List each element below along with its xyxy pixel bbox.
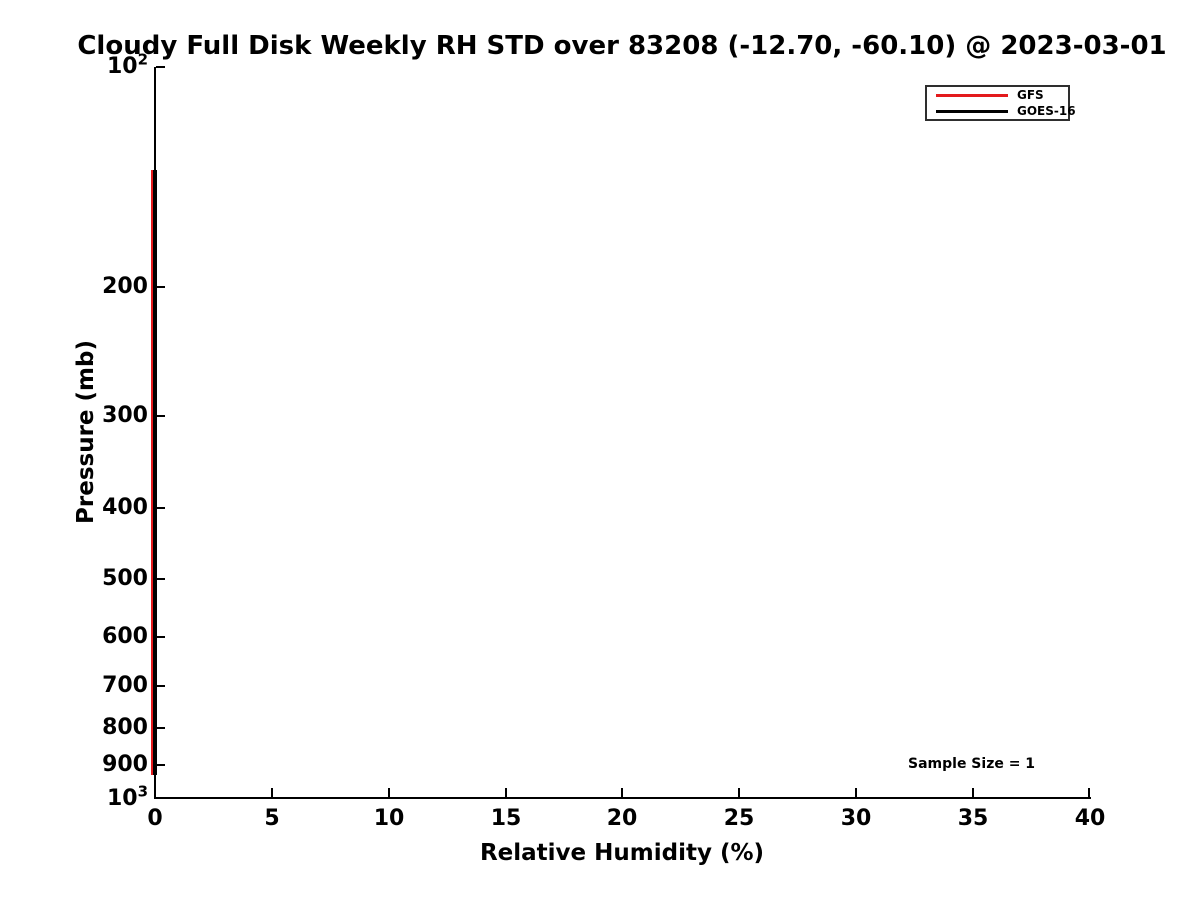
gfs-legend-line	[936, 93, 1008, 97]
x-tick-label-20: 20	[606, 806, 638, 831]
goes16-line	[153, 170, 157, 775]
x-tick-label-40: 40	[1074, 806, 1106, 831]
y-tick-mark	[156, 636, 165, 638]
y-tick-label-100: 102	[0, 50, 148, 80]
goes16-legend-line	[936, 109, 1008, 113]
y-tick-label-200: 200	[102, 274, 148, 299]
y-tick-100-base: 10	[106, 54, 138, 79]
y-tick-100-exponent: 2	[137, 50, 148, 69]
x-tick-label-10: 10	[373, 806, 405, 831]
x-tick-mark	[1088, 788, 1090, 797]
chart-title: Cloudy Full Disk Weekly RH STD over 8320…	[77, 31, 1167, 61]
y-tick-mark	[156, 578, 165, 580]
x-tick-label-15: 15	[490, 806, 522, 831]
x-tick-mark	[505, 788, 507, 797]
x-axis-label: Relative Humidity (%)	[479, 840, 765, 866]
sample-size-annotation: Sample Size = 1	[908, 756, 1036, 772]
y-tick-mark	[156, 286, 165, 288]
x-tick-mark	[972, 788, 974, 797]
legend-row-goes16: GOES-16	[936, 104, 1076, 118]
y-tick-label-500: 500	[102, 566, 148, 591]
y-tick-label-600: 600	[102, 624, 148, 649]
x-tick-mark	[855, 788, 857, 797]
y-tick-label-800: 800	[102, 715, 148, 740]
x-tick-label-5: 5	[264, 806, 280, 831]
y-tick-mark	[156, 685, 165, 687]
y-tick-1000-base: 10	[106, 786, 138, 811]
x-tick-mark	[388, 788, 390, 797]
x-tick-label-0: 0	[147, 806, 163, 831]
y-tick-label-300: 300	[102, 403, 148, 428]
legend-row-gfs: GFS	[936, 87, 1062, 102]
y-tick-1000-exponent: 3	[137, 782, 148, 801]
x-tick-label-30: 30	[840, 806, 872, 831]
y-tick-mark	[156, 797, 165, 799]
y-tick-mark	[156, 66, 165, 68]
y-tick-mark	[156, 727, 165, 729]
y-tick-mark	[156, 415, 165, 417]
y-tick-label-900: 900	[102, 752, 148, 777]
x-tick-mark	[154, 788, 156, 797]
x-tick-label-25: 25	[723, 806, 755, 831]
y-tick-mark	[156, 764, 165, 766]
goes16-legend-label: GOES-16	[1017, 103, 1076, 118]
y-tick-label-400: 400	[102, 495, 148, 520]
x-tick-mark	[738, 788, 740, 797]
x-tick-mark	[621, 788, 623, 797]
y-tick-mark	[156, 507, 165, 509]
gfs-legend-label: GFS	[1017, 87, 1044, 102]
x-tick-label-35: 35	[957, 806, 989, 831]
legend: GFS GOES-16	[925, 85, 1076, 121]
x-axis-spine	[154, 797, 1091, 799]
x-tick-mark	[271, 788, 273, 797]
y-tick-label-700: 700	[102, 673, 148, 698]
y-tick-label-1000: 103	[0, 782, 148, 812]
